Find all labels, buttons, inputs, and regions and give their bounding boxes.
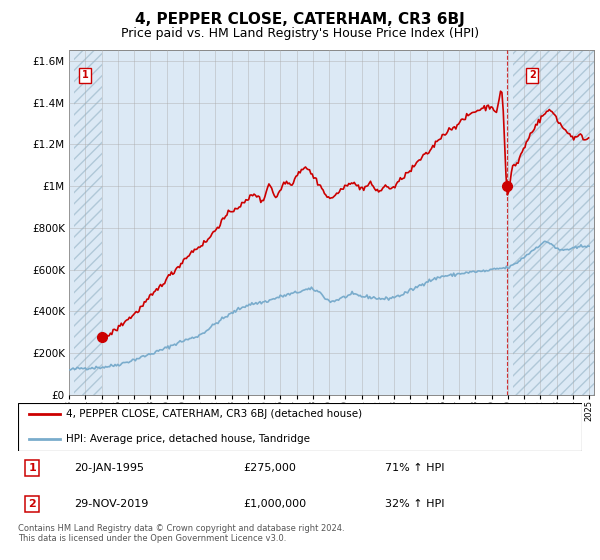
Text: 71% ↑ HPI: 71% ↑ HPI	[385, 463, 444, 473]
Text: £1,000,000: £1,000,000	[244, 499, 307, 509]
Text: 1: 1	[82, 71, 89, 81]
Text: 2: 2	[529, 71, 536, 81]
Text: HPI: Average price, detached house, Tandridge: HPI: Average price, detached house, Tand…	[66, 434, 310, 444]
Text: 20-JAN-1995: 20-JAN-1995	[74, 463, 145, 473]
Text: 32% ↑ HPI: 32% ↑ HPI	[385, 499, 444, 509]
Text: Price paid vs. HM Land Registry's House Price Index (HPI): Price paid vs. HM Land Registry's House …	[121, 27, 479, 40]
FancyBboxPatch shape	[18, 403, 582, 451]
Text: 4, PEPPER CLOSE, CATERHAM, CR3 6BJ: 4, PEPPER CLOSE, CATERHAM, CR3 6BJ	[135, 12, 465, 27]
Text: 29-NOV-2019: 29-NOV-2019	[74, 499, 149, 509]
Text: 1: 1	[28, 463, 36, 473]
Text: 4, PEPPER CLOSE, CATERHAM, CR3 6BJ (detached house): 4, PEPPER CLOSE, CATERHAM, CR3 6BJ (deta…	[66, 409, 362, 419]
Text: £275,000: £275,000	[244, 463, 296, 473]
Text: Contains HM Land Registry data © Crown copyright and database right 2024.
This d: Contains HM Land Registry data © Crown c…	[18, 524, 344, 543]
Text: 2: 2	[28, 499, 36, 509]
